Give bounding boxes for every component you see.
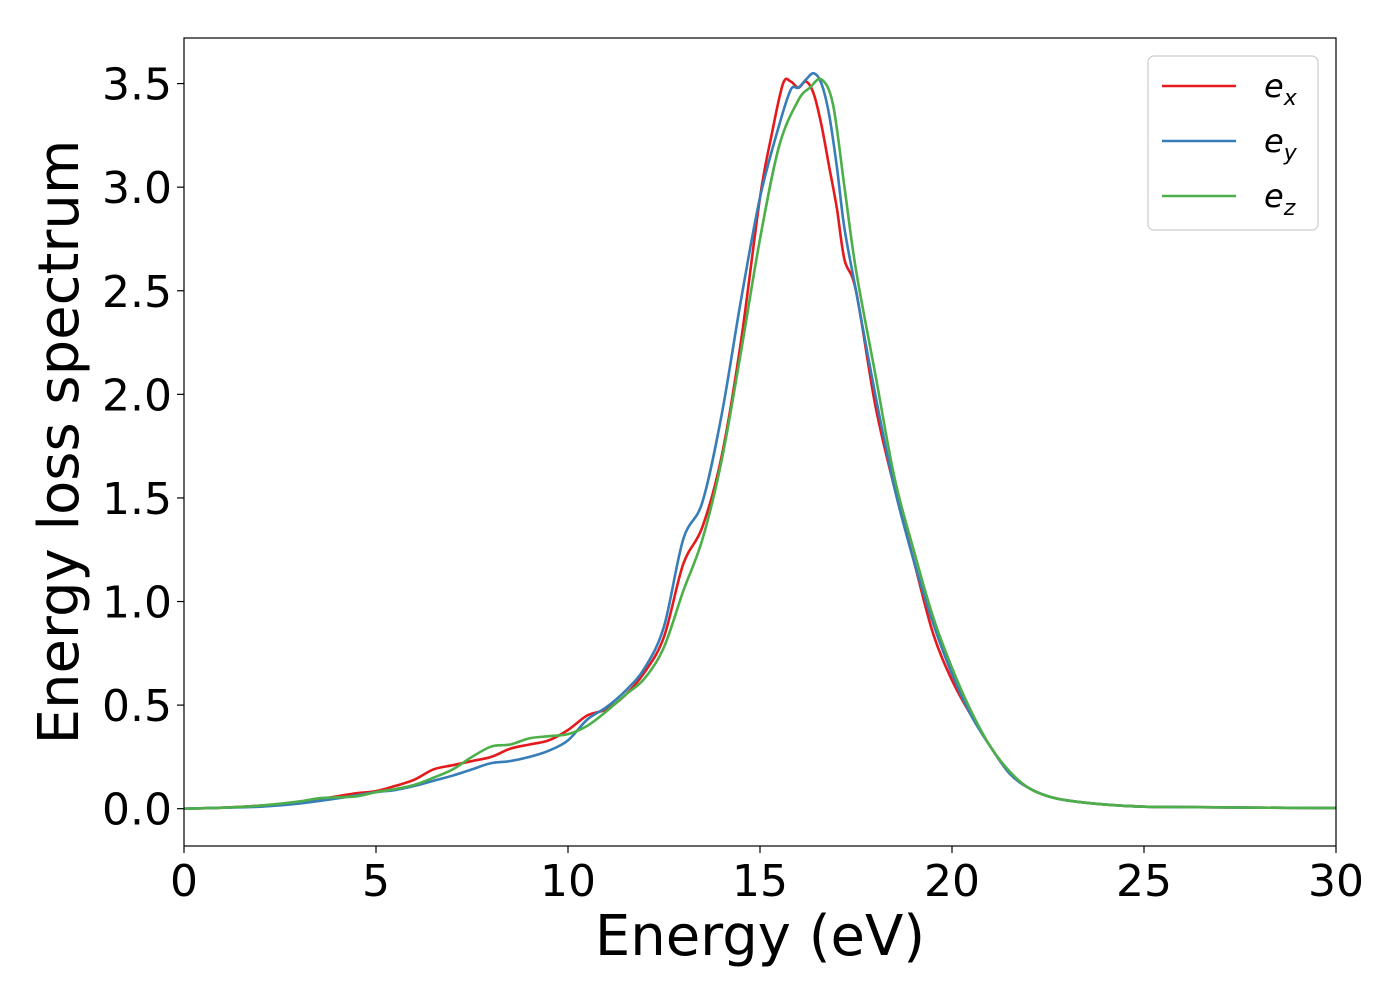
legend-label-ey: ey [1264, 122, 1298, 166]
x-tick-label: 10 [540, 856, 596, 907]
y-axis-title: Energy loss spectrum [27, 140, 92, 745]
y-tick-label: 3.5 [102, 60, 172, 111]
y-axis-ticks: 0.0 0.5 1.0 1.5 2.0 2.5 3.0 3.5 [102, 60, 184, 836]
y-tick-label: 0.0 [102, 785, 172, 836]
x-tick-label: 30 [1308, 856, 1364, 907]
y-tick-label: 3.0 [102, 163, 172, 214]
y-tick-label: 1.0 [102, 578, 172, 629]
plot-series [183, 71, 1337, 811]
x-tick-label: 0 [170, 856, 198, 907]
x-tick-label: 15 [732, 856, 788, 907]
x-axis-ticks: 0 5 10 15 20 25 30 [170, 846, 1364, 907]
y-tick-label: 1.5 [102, 474, 172, 525]
y-tick-label: 2.5 [102, 267, 172, 318]
x-tick-label: 5 [362, 856, 390, 907]
legend-box [1147, 55, 1319, 231]
y-tick-label: 0.5 [102, 681, 172, 732]
series-line-ez [183, 77, 1337, 811]
x-axis-title: Energy (eV) [595, 904, 925, 969]
y-tick-label: 2.0 [102, 370, 172, 421]
legend-label-ez: ez [1264, 177, 1296, 221]
legend: ex ey ez [1147, 55, 1319, 231]
x-tick-label: 25 [1116, 856, 1172, 907]
x-tick-label: 20 [924, 856, 980, 907]
legend-label-ex: ex [1264, 67, 1298, 111]
